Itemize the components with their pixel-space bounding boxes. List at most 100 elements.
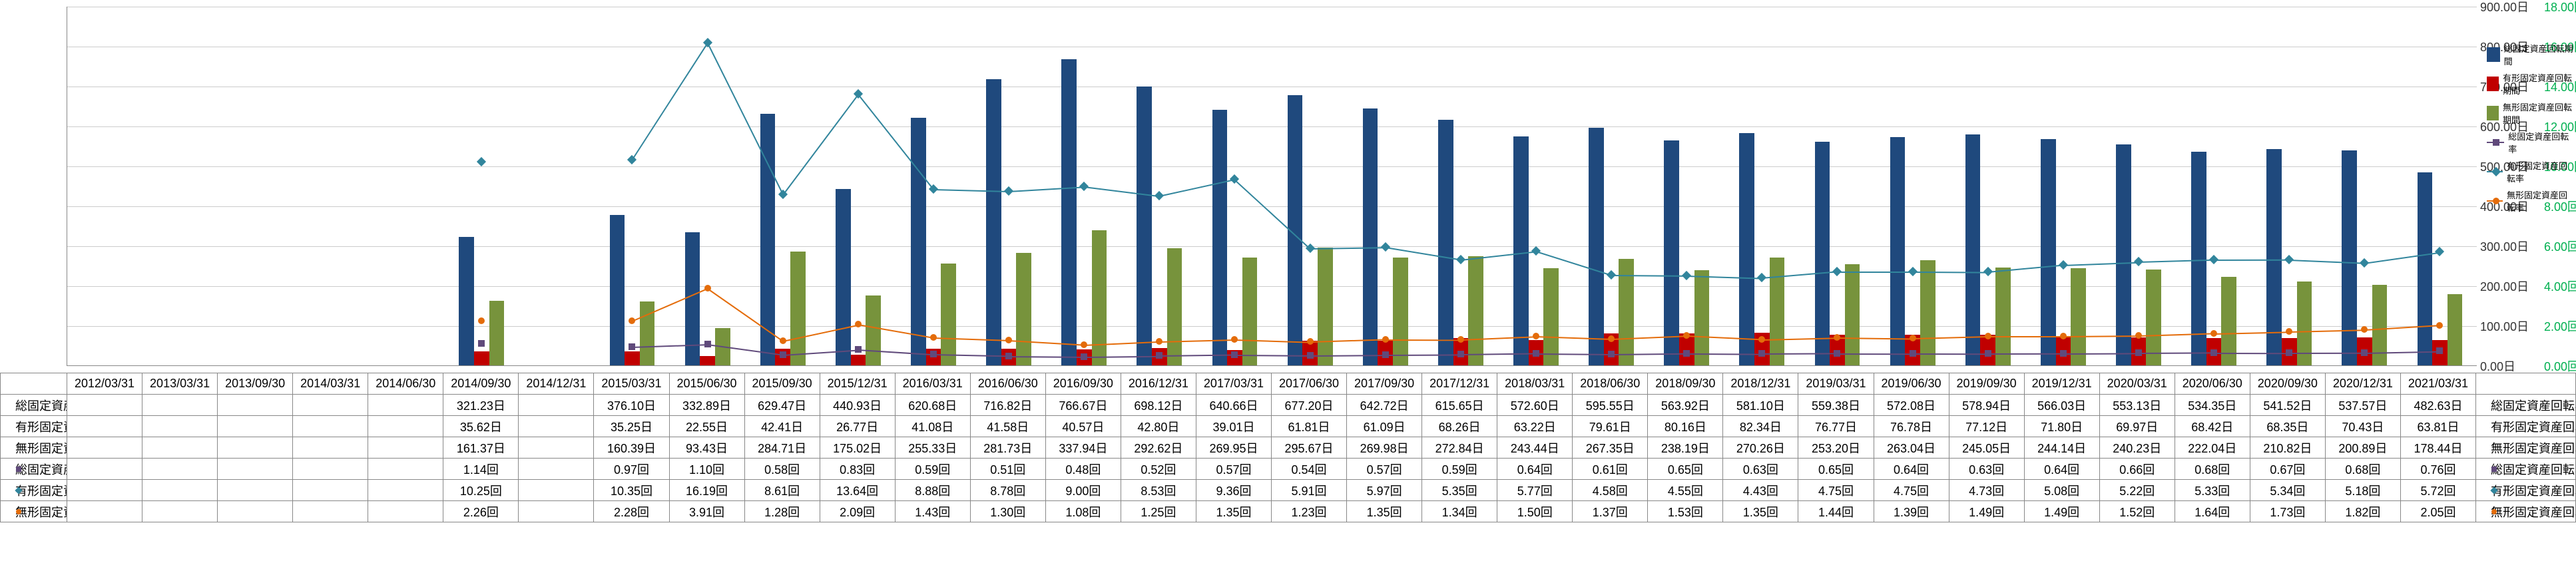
plot-area: 0.00日100.00日200.00日300.00日400.00日500.00日… [67, 7, 2477, 366]
period-header: 2018/06/30 [1573, 373, 1648, 395]
line-marker [2435, 247, 2444, 256]
data-cell: 578.94日 [1949, 395, 2024, 416]
data-cell [368, 459, 443, 480]
line-marker [2436, 347, 2443, 354]
bar [851, 355, 866, 365]
period-header: 2015/09/30 [744, 373, 820, 395]
y-left-tick: 100.00日 [2480, 317, 2529, 335]
line-marker [478, 317, 485, 324]
bar [1920, 260, 1935, 365]
data-cell: 4.75回 [1874, 480, 1949, 501]
data-cell: 1.37回 [1573, 501, 1648, 522]
series-label: 無形固定資産回転期間 [1, 437, 67, 459]
data-cell: 13.64回 [820, 480, 895, 501]
data-cell [368, 395, 443, 416]
data-cell: 292.62日 [1121, 437, 1196, 459]
bar [2116, 144, 2131, 365]
y-right-tick: 18.00回 [2544, 0, 2576, 15]
data-cell: 581.10日 [1723, 395, 1798, 416]
data-cell [142, 416, 218, 437]
y-right-tick: 6.00回 [2544, 238, 2576, 255]
data-cell: 5.33回 [2175, 480, 2250, 501]
data-cell: 2.09回 [820, 501, 895, 522]
data-cell: 1.30回 [970, 501, 1045, 522]
data-cell: 440.93日 [820, 395, 895, 416]
bar [1242, 258, 1258, 365]
data-cell: 0.66回 [2099, 459, 2175, 480]
data-cell: 677.20日 [1272, 395, 1347, 416]
period-header: 2019/03/31 [1798, 373, 1874, 395]
period-header: 2017/03/31 [1196, 373, 1271, 395]
period-header: 2014/09/30 [443, 373, 519, 395]
data-cell [293, 480, 368, 501]
line-segment [1988, 353, 2063, 355]
data-cell: 766.67日 [1045, 395, 1121, 416]
data-cell: 5.08回 [2024, 480, 2099, 501]
legend-item: 無形固定資産回転期間 [2487, 98, 2573, 128]
data-cell [218, 437, 293, 459]
data-cell: 243.44日 [1497, 437, 1573, 459]
data-cell: 0.54回 [1272, 459, 1347, 480]
data-cell: 68.35日 [2250, 416, 2325, 437]
period-header: 2015/03/31 [594, 373, 669, 395]
bar [1739, 133, 1754, 365]
data-cell: 281.73日 [970, 437, 1045, 459]
data-cell: 175.02日 [820, 437, 895, 459]
data-cell: 10.25回 [443, 480, 519, 501]
data-cell [67, 501, 142, 522]
period-header: 2013/09/30 [218, 373, 293, 395]
bar [459, 237, 474, 365]
data-cell: 3.91回 [669, 501, 744, 522]
data-cell: 0.68回 [2175, 459, 2250, 480]
data-cell: 0.64回 [1874, 459, 1949, 480]
data-cell: 1.43回 [895, 501, 970, 522]
chart-dashboard: 0.00日100.00日200.00日300.00日400.00日500.00日… [0, 0, 2576, 571]
series-label-right: 有形固定資産回転率 [2476, 480, 2576, 501]
data-cell: 1.49回 [2024, 501, 2099, 522]
period-header: 2018/12/31 [1723, 373, 1798, 395]
series-label-right: 有形固定資産回転期間 [2476, 416, 2576, 437]
series-label-right: 無形固定資産回転率 [2476, 501, 2576, 522]
data-cell: 0.97回 [594, 459, 669, 480]
data-cell: 0.59回 [895, 459, 970, 480]
data-cell: 321.23日 [443, 395, 519, 416]
bar [1061, 59, 1077, 365]
data-cell: 269.95日 [1196, 437, 1271, 459]
data-cell [293, 395, 368, 416]
data-cell: 269.98日 [1347, 437, 1422, 459]
data-cell [142, 501, 218, 522]
data-cell: 63.81日 [2400, 416, 2475, 437]
period-header: 2016/03/31 [895, 373, 970, 395]
period-header: 2016/09/30 [1045, 373, 1121, 395]
data-cell: 698.12日 [1121, 395, 1196, 416]
data-cell: 1.35回 [1347, 501, 1422, 522]
data-cell: 178.44日 [2400, 437, 2475, 459]
data-cell [519, 416, 594, 437]
data-cell [142, 459, 218, 480]
data-cell: 0.67回 [2250, 459, 2325, 480]
data-cell [67, 459, 142, 480]
series-label-right: 総固定資産回転期間 [2476, 395, 2576, 416]
data-cell [67, 437, 142, 459]
data-table: 2012/03/312013/03/312013/09/302014/03/31… [0, 373, 2576, 522]
data-cell [519, 480, 594, 501]
line-segment [632, 43, 708, 160]
data-cell: 2.05回 [2400, 501, 2475, 522]
data-cell: 629.47日 [744, 395, 820, 416]
period-header: 2014/06/30 [368, 373, 443, 395]
data-cell: 161.37日 [443, 437, 519, 459]
period-header: 2020/12/31 [2325, 373, 2400, 395]
bar [1995, 268, 2011, 365]
bar [1965, 134, 1981, 365]
data-cell: 0.58回 [744, 459, 820, 480]
data-cell: 5.18回 [2325, 480, 2400, 501]
line-segment [1611, 275, 1686, 277]
data-cell: 35.62日 [443, 416, 519, 437]
data-cell: 0.68回 [2325, 459, 2400, 480]
data-cell [293, 501, 368, 522]
bar [986, 79, 1001, 365]
data-cell: 0.63回 [1723, 459, 1798, 480]
data-cell: 5.35回 [1422, 480, 1497, 501]
bar [700, 356, 715, 365]
data-cell: 0.61回 [1573, 459, 1648, 480]
